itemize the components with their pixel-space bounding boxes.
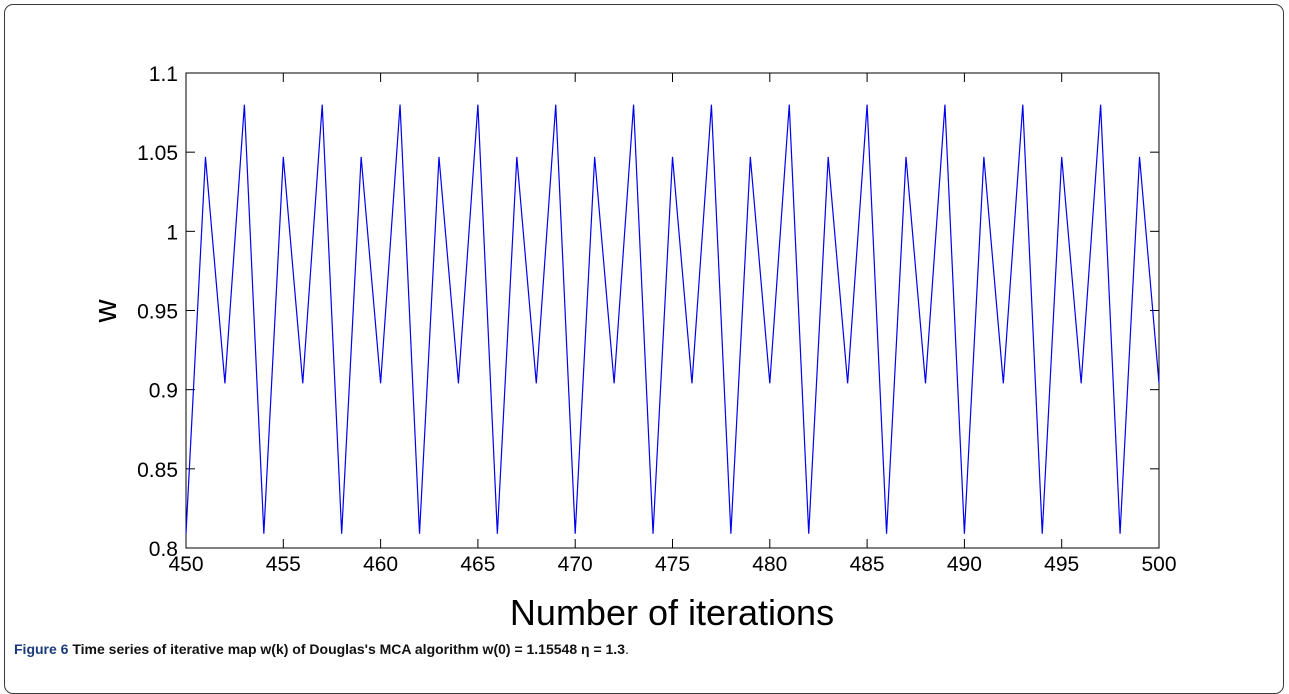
y-tick-label: 1 — [166, 221, 178, 244]
x-tick-label: 450 — [168, 553, 203, 576]
x-tick-label: 500 — [1141, 553, 1176, 576]
x-tick-label: 495 — [1044, 553, 1079, 576]
y-tick-label: 0.9 — [149, 380, 178, 403]
caption-text: Time series of iterative map w(k) of Dou… — [68, 641, 625, 657]
x-tick-label: 485 — [850, 553, 885, 576]
series-line — [185, 104, 1160, 534]
x-tick-label: 480 — [752, 553, 787, 576]
x-tick-label: 465 — [460, 553, 495, 576]
y-tick-label: 1.1 — [149, 63, 178, 86]
x-tick-label: 460 — [363, 553, 398, 576]
x-tick-label: 470 — [558, 553, 593, 576]
y-tick-label: 1.05 — [137, 142, 178, 165]
x-tick-label: 455 — [266, 553, 301, 576]
axis-ticks — [185, 72, 1160, 549]
tick-labels: 450 455 460 465 470 475 480 485 490 495 500 0.8 0.85… — [137, 63, 1176, 576]
y-tick-label: 0.8 — [149, 538, 178, 561]
x-axis-title: Number of iterations — [510, 592, 834, 633]
x-tick-label: 475 — [655, 553, 690, 576]
caption-end: . — [624, 641, 629, 657]
y-tick-label: 0.85 — [137, 459, 178, 482]
line-chart: 450 455 460 465 470 475 480 485 490 495 500 0.8 0.85… — [87, 63, 1177, 633]
figure-caption: Figure 6 Time series of iterative map w(… — [14, 641, 629, 657]
y-tick-label: 0.95 — [137, 301, 178, 324]
y-axis-title: w — [87, 299, 123, 324]
x-tick-label: 490 — [947, 553, 982, 576]
caption-label: Figure 6 — [14, 641, 69, 657]
